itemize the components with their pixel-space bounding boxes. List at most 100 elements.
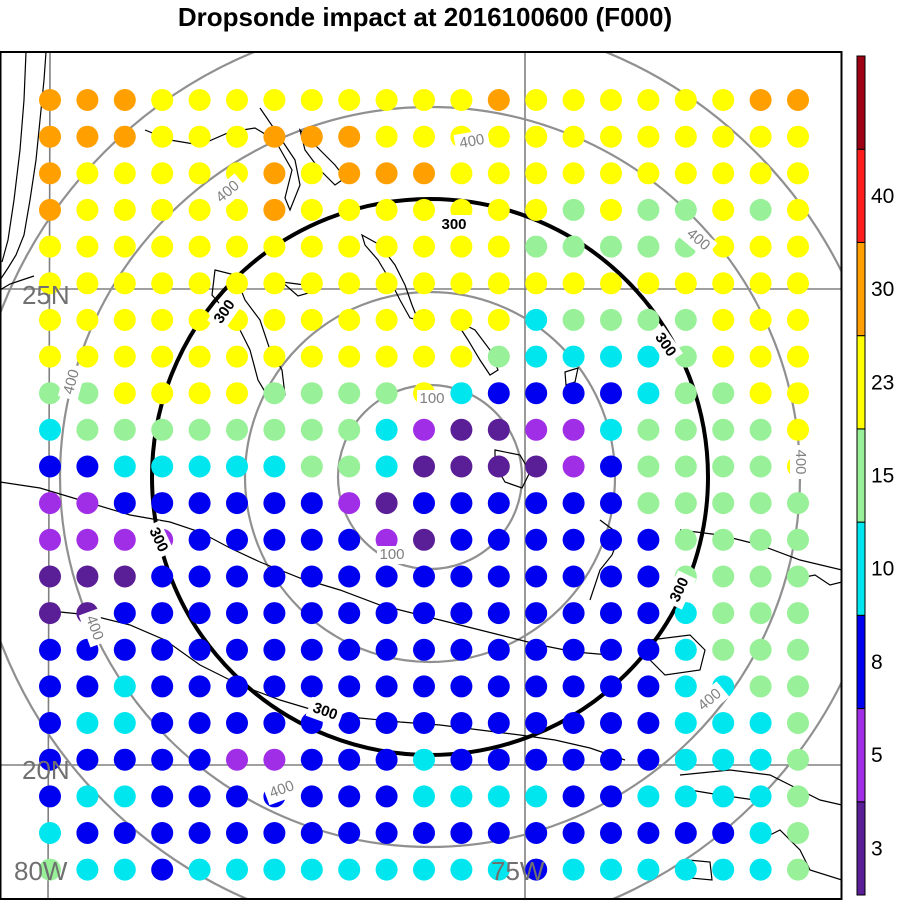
impact-dot xyxy=(712,748,735,771)
impact-dot xyxy=(151,125,174,148)
impact-dot xyxy=(525,125,548,148)
impact-dot xyxy=(525,822,548,844)
impact-dot xyxy=(450,638,473,661)
impact-dot xyxy=(76,125,99,148)
impact-dot xyxy=(76,675,99,698)
impact-dot xyxy=(450,308,473,331)
impact-dot xyxy=(413,675,435,698)
impact-dot xyxy=(300,602,323,625)
impact-dot xyxy=(712,235,735,258)
impact-dot xyxy=(674,308,697,331)
colorbar-segment xyxy=(856,614,866,709)
impact-dot xyxy=(76,785,99,808)
colorbar: 3 5 8 10 15 23 30 40 xyxy=(856,55,894,896)
impact-dot xyxy=(712,345,735,368)
impact-dot xyxy=(113,455,136,478)
impact-dot xyxy=(787,89,809,111)
impact-dot xyxy=(226,748,248,771)
impact-dot xyxy=(375,235,398,258)
impact-dot xyxy=(562,89,585,111)
impact-dot xyxy=(151,675,174,698)
ring-label-100-bottom: 100 xyxy=(379,546,404,563)
impact-dot xyxy=(39,492,61,515)
impact-dot xyxy=(338,455,361,478)
impact-dot xyxy=(787,125,809,148)
impact-dot xyxy=(413,492,435,515)
impact-dot xyxy=(450,492,473,515)
impact-dot xyxy=(525,345,548,368)
impact-dot xyxy=(487,858,510,881)
impact-dot xyxy=(637,748,660,771)
impact-dot xyxy=(787,748,809,771)
impact-dot xyxy=(487,785,510,808)
impact-dot xyxy=(188,822,211,844)
impact-dot xyxy=(300,675,323,698)
impact-dot xyxy=(525,858,548,881)
impact-dot xyxy=(749,748,772,771)
colorbar-segment xyxy=(856,801,866,896)
impact-dot xyxy=(413,418,435,441)
map-frame xyxy=(0,51,843,900)
impact-dot xyxy=(562,382,585,405)
ring-label-300-top: 300 xyxy=(441,216,466,233)
colorbar-tick-label: 40 xyxy=(871,185,894,208)
impact-dot xyxy=(263,162,286,185)
impact-dot xyxy=(637,418,660,441)
impact-dot xyxy=(188,712,211,734)
impact-dot xyxy=(413,748,435,771)
impact-dot xyxy=(113,602,136,625)
impact-dot xyxy=(674,162,697,185)
impact-dot xyxy=(749,785,772,808)
impact-dot xyxy=(226,382,248,405)
impact-dot xyxy=(39,565,61,588)
impact-dot xyxy=(600,748,622,771)
impact-dot xyxy=(226,235,248,258)
impact-dot xyxy=(487,712,510,734)
impact-dot xyxy=(226,492,248,515)
impact-dot xyxy=(375,455,398,478)
impact-dot xyxy=(375,858,398,881)
impact-dot xyxy=(188,748,211,771)
impact-dot xyxy=(300,858,323,881)
impact-dot xyxy=(600,492,622,515)
impact-dot xyxy=(562,638,585,661)
impact-dot xyxy=(188,235,211,258)
impact-dot xyxy=(39,162,61,185)
impact-dot xyxy=(674,822,697,844)
impact-dot xyxy=(76,235,99,258)
impact-dot xyxy=(151,785,174,808)
impact-dot xyxy=(749,125,772,148)
impact-dot xyxy=(712,822,735,844)
impact-dot xyxy=(637,272,660,295)
impact-dot xyxy=(76,382,99,405)
impact-dot xyxy=(338,308,361,331)
impact-dot xyxy=(562,345,585,368)
impact-dot xyxy=(300,528,323,551)
impact-dot xyxy=(338,272,361,295)
impact-dot xyxy=(76,492,99,515)
impact-dot xyxy=(712,638,735,661)
impact-dot xyxy=(525,418,548,441)
impact-dot xyxy=(674,638,697,661)
impact-dot xyxy=(712,492,735,515)
impact-dot xyxy=(151,712,174,734)
impact-dot xyxy=(188,418,211,441)
impact-dot xyxy=(151,748,174,771)
impact-dot xyxy=(39,858,61,881)
impact-dot xyxy=(338,382,361,405)
impact-dot xyxy=(600,308,622,331)
impact-dot xyxy=(226,602,248,625)
impact-dot xyxy=(76,272,99,295)
impact-dot xyxy=(749,822,772,844)
impact-dot xyxy=(487,748,510,771)
impact-dot xyxy=(188,602,211,625)
impact-dot xyxy=(300,345,323,368)
impact-dot xyxy=(637,382,660,405)
impact-dot xyxy=(263,822,286,844)
impact-dot xyxy=(151,235,174,258)
impact-dot xyxy=(749,89,772,111)
impact-dot xyxy=(39,308,61,331)
impact-dot xyxy=(338,675,361,698)
impact-dot xyxy=(787,308,809,331)
impact-dot xyxy=(375,308,398,331)
